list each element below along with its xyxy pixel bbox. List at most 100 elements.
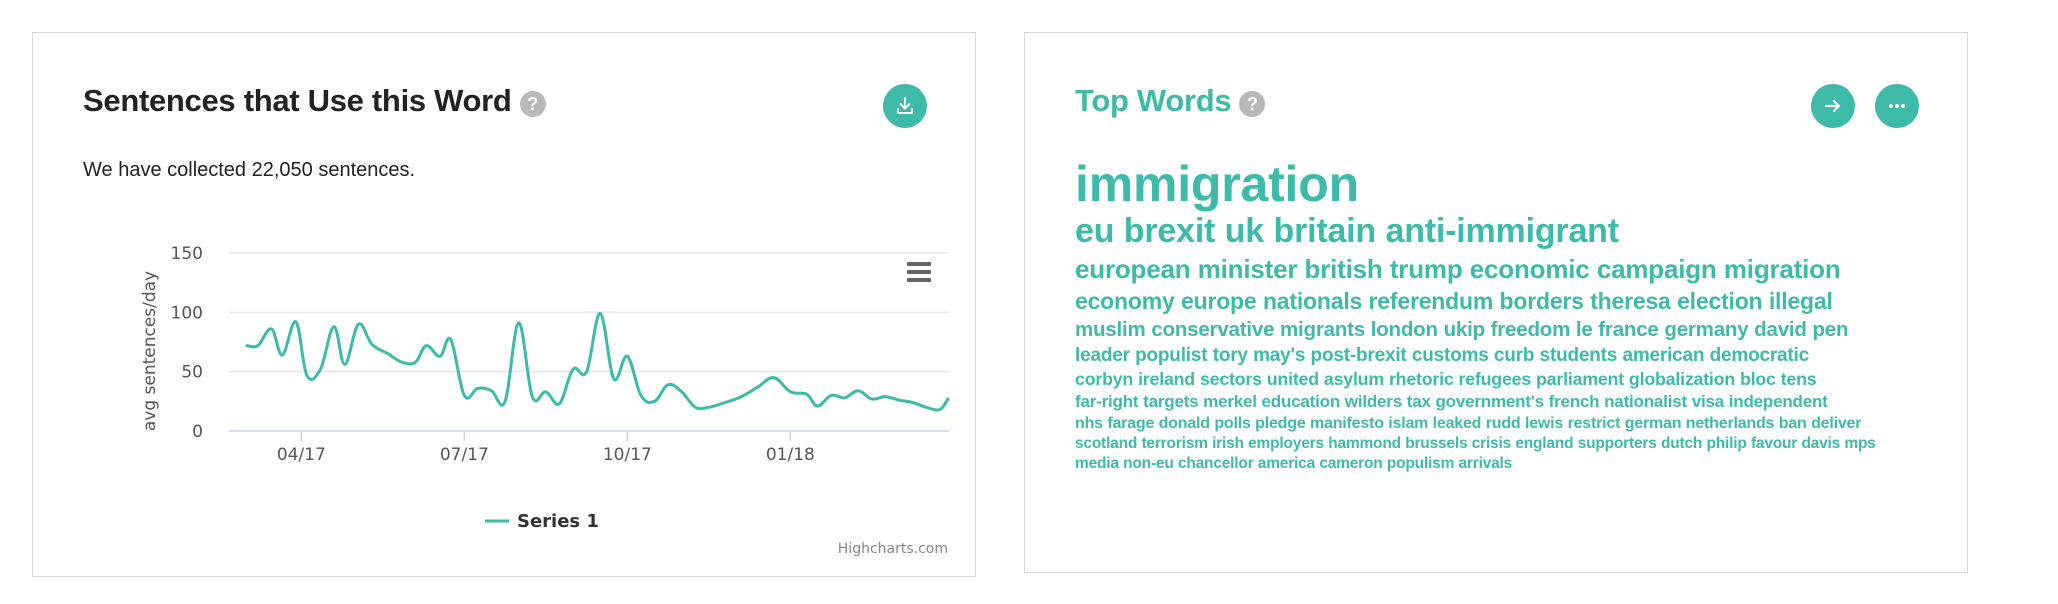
chart-menu-button[interactable] <box>903 258 933 286</box>
word-cloud-word[interactable]: american <box>1622 344 1705 366</box>
word-cloud-word[interactable]: election <box>1677 288 1763 314</box>
word-cloud-word[interactable]: wilders <box>1344 392 1402 412</box>
word-cloud-word[interactable]: economy <box>1075 288 1175 314</box>
word-cloud-word[interactable]: post-brexit <box>1310 344 1407 366</box>
word-cloud-word[interactable]: europe <box>1181 288 1257 314</box>
word-cloud-word[interactable]: leader <box>1075 344 1130 366</box>
help-icon[interactable]: ? <box>519 91 546 117</box>
word-cloud-word[interactable]: crisis <box>1471 435 1512 453</box>
word-cloud-word[interactable]: irish <box>1212 435 1244 453</box>
word-cloud-word[interactable]: far-right <box>1075 392 1139 412</box>
word-cloud-word[interactable]: tory <box>1212 344 1248 366</box>
word-cloud-word[interactable]: ukip <box>1443 317 1486 341</box>
word-cloud-word[interactable]: curb <box>1493 344 1535 366</box>
word-cloud-word[interactable]: muslim <box>1075 317 1146 341</box>
help-icon[interactable]: ? <box>1239 91 1266 117</box>
word-cloud-word[interactable]: education <box>1261 392 1341 412</box>
word-cloud-word[interactable]: england <box>1515 435 1574 453</box>
word-cloud-word[interactable]: merkel <box>1203 392 1257 412</box>
word-cloud-word[interactable]: davis <box>1801 435 1841 453</box>
word-cloud-word[interactable]: employers <box>1248 435 1324 453</box>
word-cloud-word[interactable]: illegal <box>1768 288 1833 314</box>
word-cloud-word[interactable]: le <box>1575 317 1593 341</box>
word-cloud-word[interactable]: brussels <box>1405 435 1468 453</box>
word-cloud-word[interactable]: donald <box>1158 414 1210 432</box>
word-cloud-word[interactable]: sectors <box>1199 369 1262 390</box>
word-cloud-word[interactable]: deliver <box>1811 414 1862 432</box>
word-cloud-word[interactable]: cameron <box>1319 455 1383 473</box>
word-cloud-word[interactable]: theresa <box>1590 288 1671 314</box>
word-cloud-word[interactable]: campaign <box>1596 254 1717 285</box>
word-cloud-word[interactable]: economic <box>1469 254 1590 285</box>
word-cloud-word[interactable]: ireland <box>1138 369 1195 390</box>
word-cloud-word[interactable]: germany <box>1664 317 1749 341</box>
chart-legend[interactable]: Series 1 <box>485 511 599 532</box>
word-cloud-word[interactable]: restrict <box>1567 414 1621 432</box>
word-cloud-word[interactable]: bloc <box>1739 369 1776 390</box>
word-cloud-word[interactable]: philip <box>1706 435 1747 453</box>
word-cloud-word[interactable]: referendum <box>1368 288 1494 314</box>
word-cloud-word[interactable]: students <box>1539 344 1618 366</box>
word-cloud-word[interactable]: migrants <box>1280 317 1365 341</box>
word-cloud-word[interactable]: media <box>1075 455 1119 473</box>
word-cloud-word[interactable]: dutch <box>1660 435 1703 453</box>
word-cloud-word[interactable]: london <box>1370 317 1438 341</box>
view-more-button[interactable] <box>1811 84 1855 128</box>
word-cloud-word[interactable]: manifesto <box>1310 414 1384 432</box>
word-cloud-word[interactable]: nhs <box>1075 414 1103 432</box>
word-cloud-word[interactable]: pledge <box>1255 414 1306 432</box>
word-cloud-word[interactable]: terrorism <box>1141 435 1208 453</box>
word-cloud-word[interactable]: mps <box>1844 435 1876 453</box>
word-cloud-word[interactable]: german <box>1624 414 1682 432</box>
word-cloud-word[interactable]: parliament <box>1536 369 1624 390</box>
highcharts-credits[interactable]: Highcharts.com <box>838 541 948 557</box>
word-cloud-word[interactable]: uk <box>1224 212 1264 250</box>
word-cloud-word[interactable]: borders <box>1499 288 1584 314</box>
word-cloud-word[interactable]: minister <box>1197 254 1298 285</box>
word-cloud-word[interactable]: favour <box>1750 435 1798 453</box>
word-cloud-word[interactable]: chancellor <box>1177 455 1254 473</box>
word-cloud-word[interactable]: rhetoric <box>1388 369 1454 390</box>
word-cloud-word[interactable]: tax <box>1406 392 1431 412</box>
word-cloud-word[interactable]: corbyn <box>1075 369 1134 390</box>
word-cloud-word[interactable]: visa <box>1691 392 1724 412</box>
word-cloud-word[interactable]: government's <box>1435 392 1544 412</box>
word-cloud-word[interactable]: anti-immigrant <box>1385 212 1620 250</box>
word-cloud-word[interactable]: british <box>1304 254 1383 285</box>
word-cloud-word[interactable]: nationalist <box>1604 392 1687 412</box>
word-cloud-word[interactable]: polls <box>1214 414 1251 432</box>
word-cloud-word[interactable]: scotland <box>1075 435 1138 453</box>
word-cloud-word[interactable]: lewis <box>1524 414 1564 432</box>
word-cloud-word[interactable]: targets <box>1143 392 1199 412</box>
download-button[interactable] <box>883 84 927 128</box>
word-cloud-word[interactable]: supporters <box>1577 435 1657 453</box>
word-cloud-word[interactable]: america <box>1257 455 1315 473</box>
word-cloud-word[interactable]: trump <box>1389 254 1463 285</box>
word-cloud-word[interactable]: david <box>1754 317 1807 341</box>
word-cloud-word[interactable]: populism <box>1386 455 1455 473</box>
word-cloud-word[interactable]: nationals <box>1262 288 1363 314</box>
word-cloud-word[interactable]: migration <box>1723 254 1841 285</box>
word-cloud-word[interactable]: populist <box>1135 344 1208 366</box>
word-cloud-word[interactable]: eu <box>1075 212 1115 250</box>
options-button[interactable] <box>1875 84 1919 128</box>
word-cloud-word[interactable]: democratic <box>1709 344 1810 366</box>
word-cloud-word[interactable]: islam <box>1388 414 1429 432</box>
word-cloud-word[interactable]: arrivals <box>1458 455 1513 473</box>
word-cloud-word[interactable]: rudd <box>1485 414 1521 432</box>
word-cloud-word[interactable]: non-eu <box>1123 455 1174 473</box>
word-cloud-word[interactable]: asylum <box>1323 369 1384 390</box>
word-cloud-word[interactable]: britain <box>1273 212 1377 250</box>
word-cloud-word[interactable]: netherlands <box>1685 414 1775 432</box>
word-cloud-word[interactable]: tens <box>1780 369 1817 390</box>
word-cloud-word[interactable]: european <box>1075 254 1191 285</box>
word-cloud-word[interactable]: may's <box>1253 344 1306 366</box>
word-cloud-word[interactable]: brexit <box>1123 212 1216 250</box>
word-cloud-word[interactable]: immigration <box>1075 156 1359 212</box>
word-cloud-word[interactable]: french <box>1548 392 1600 412</box>
word-cloud-word[interactable]: farage <box>1107 414 1155 432</box>
word-cloud-word[interactable]: refugees <box>1458 369 1532 390</box>
word-cloud-word[interactable]: leaked <box>1432 414 1482 432</box>
word-cloud-word[interactable]: conservative <box>1151 317 1275 341</box>
word-cloud-word[interactable]: ban <box>1778 414 1807 432</box>
